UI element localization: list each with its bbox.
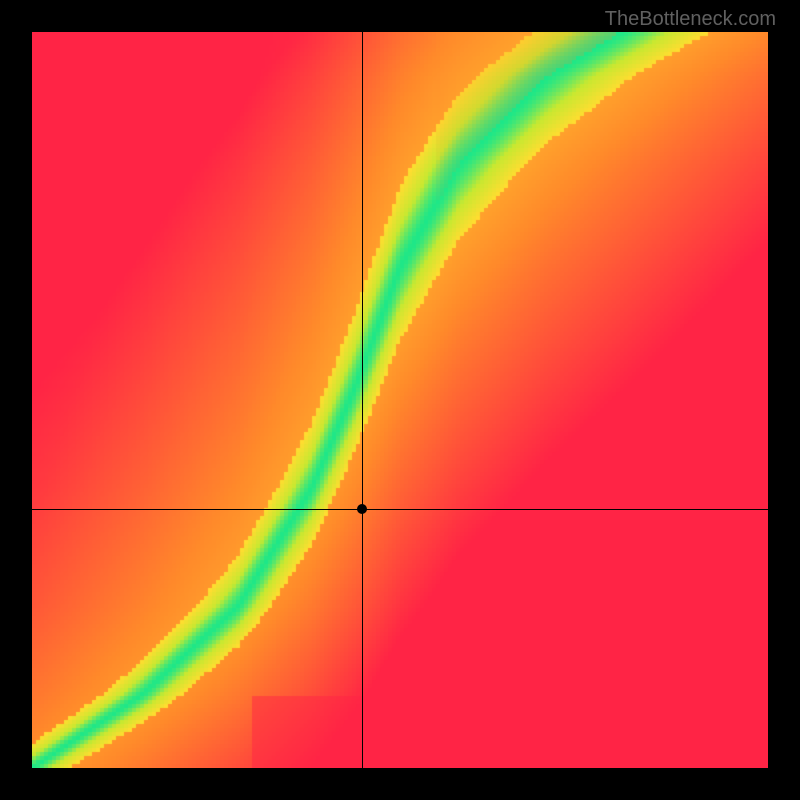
heatmap-chart bbox=[32, 32, 768, 768]
watermark-text: TheBottleneck.com bbox=[605, 8, 776, 31]
crosshair-horizontal bbox=[32, 509, 768, 510]
heatmap-canvas bbox=[32, 32, 768, 768]
crosshair-vertical bbox=[362, 32, 363, 768]
selection-marker bbox=[357, 504, 367, 514]
